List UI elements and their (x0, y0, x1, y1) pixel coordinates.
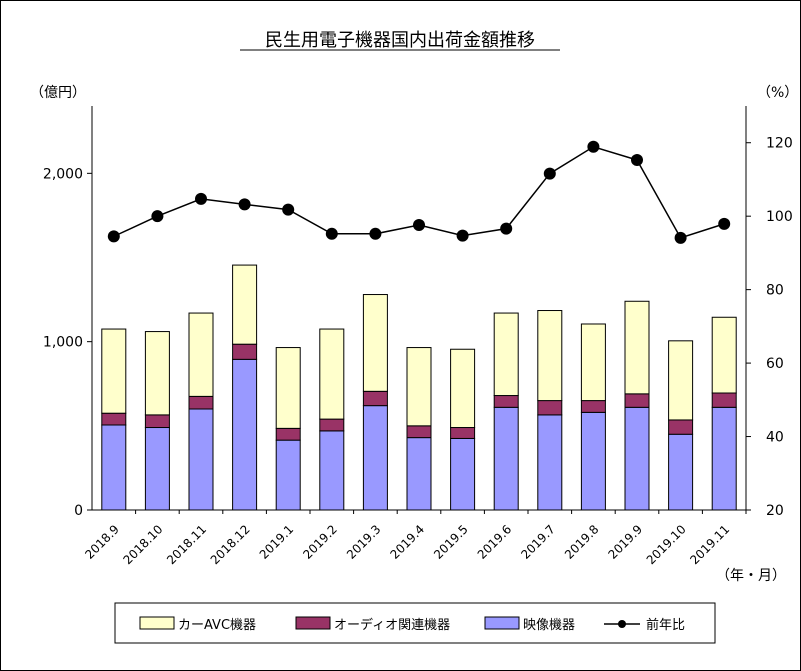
yoy-point (151, 210, 164, 223)
x-tick-label: 2019.6 (475, 522, 515, 562)
yoy-point (456, 229, 469, 242)
x-tick-label: 2019.3 (344, 522, 384, 562)
bar-car-avc (711, 316, 737, 394)
bar-audio (275, 427, 301, 441)
legend-line-marker (618, 620, 626, 628)
bar-video (232, 358, 258, 511)
bar-car-avc (406, 347, 432, 427)
bar-video (275, 439, 301, 511)
y-right-tick-label: 80 (766, 283, 784, 299)
yoy-point (107, 230, 120, 243)
y-axis-right-label: （%） (757, 85, 798, 101)
bar-audio (144, 414, 170, 429)
x-tick-label: 2019.9 (606, 522, 646, 562)
y-right-tick-label: 60 (766, 356, 784, 372)
bar-car-avc (580, 323, 606, 402)
bar-car-avc (537, 310, 563, 402)
bar-video (362, 405, 388, 511)
x-tick-label: 2019.8 (562, 522, 602, 562)
bar-car-avc (319, 328, 345, 420)
x-tick-label: 2019.5 (431, 522, 471, 562)
bar-audio (580, 400, 606, 413)
y-axis-left-label: （億円） (30, 85, 86, 101)
yoy-point (587, 140, 600, 153)
bar-video (101, 424, 127, 511)
bar-video (537, 414, 563, 511)
bar-audio (319, 418, 345, 432)
legend-car-avc: カーAVC機器 (178, 618, 256, 633)
legend-video-swatch (484, 616, 520, 630)
y-right-tick-label: 100 (766, 209, 793, 225)
bar-audio (362, 390, 388, 407)
bar-video (450, 437, 476, 511)
x-tick-label: 2018.10 (121, 522, 166, 567)
bar-audio (450, 427, 476, 439)
bar-car-avc (101, 328, 127, 414)
x-tick-label: 2019.1 (257, 522, 297, 562)
yoy-point (500, 222, 513, 235)
y-right-tick-label: 120 (766, 136, 793, 152)
bar-video (711, 406, 737, 511)
bar-audio (624, 393, 650, 408)
yoy-point (543, 167, 556, 180)
x-tick-label: 2019.2 (300, 522, 340, 562)
x-tick-label: 2019.11 (687, 522, 732, 567)
bar-audio (101, 412, 127, 426)
y-left-tick-label: 1,000 (43, 335, 83, 351)
y-right-tick-label: 20 (766, 503, 784, 519)
x-tick-label: 2019.7 (518, 522, 558, 562)
y-right-tick-label: 40 (766, 430, 784, 446)
yoy-point (195, 192, 207, 205)
y-left-tick-label: 2,000 (43, 166, 83, 182)
bar-car-avc (275, 347, 301, 429)
legend-video: 映像機器 (523, 618, 575, 633)
yoy-point (674, 231, 687, 244)
yoy-point (282, 203, 295, 216)
x-tick-label: 2019.4 (388, 522, 428, 562)
y-left-tick-label: 0 (74, 503, 83, 519)
legend-box (114, 602, 716, 644)
yoy-point (238, 198, 251, 211)
bar-video (668, 433, 694, 511)
bar-audio (406, 425, 432, 439)
bar-video (319, 430, 345, 511)
bar-video (188, 408, 214, 511)
bar-car-avc (493, 312, 519, 397)
bar-car-avc (450, 348, 476, 429)
yoy-point (631, 153, 643, 166)
yoy-point (413, 218, 425, 231)
x-tick-label: 2018.11 (164, 522, 209, 567)
bar-audio (493, 395, 519, 408)
bar-car-avc (232, 264, 258, 345)
x-tick-label: 2018.9 (82, 522, 122, 562)
bar-audio (668, 419, 694, 435)
bar-car-avc (624, 300, 650, 395)
chart-title: 民生用電子機器国内出荷金額推移 (265, 30, 535, 51)
bar-car-avc (144, 331, 170, 416)
bar-video (144, 427, 170, 511)
bar-audio (232, 343, 258, 360)
yoy-point (718, 217, 731, 230)
bar-car-avc (188, 312, 214, 397)
bar-video (580, 411, 606, 511)
x-tick-label: 2019.10 (644, 522, 689, 567)
legend-audio: オーディオ関連機器 (334, 617, 450, 633)
yoy-point (325, 227, 338, 240)
bar-audio (188, 395, 214, 410)
bar-video (406, 437, 432, 511)
bar-video (493, 406, 519, 511)
bar-audio (537, 400, 563, 416)
yoy-point (369, 227, 382, 240)
x-axis-label: （年・月） (716, 568, 786, 584)
legend-car-avc-swatch (139, 616, 175, 630)
legend-audio-swatch (295, 616, 331, 630)
bar-audio (711, 392, 737, 408)
legend-yoy: 前年比 (646, 617, 685, 633)
bar-car-avc (668, 340, 694, 421)
bar-car-avc (362, 294, 388, 392)
bar-video (624, 406, 650, 511)
x-tick-label: 2018.12 (208, 522, 253, 567)
